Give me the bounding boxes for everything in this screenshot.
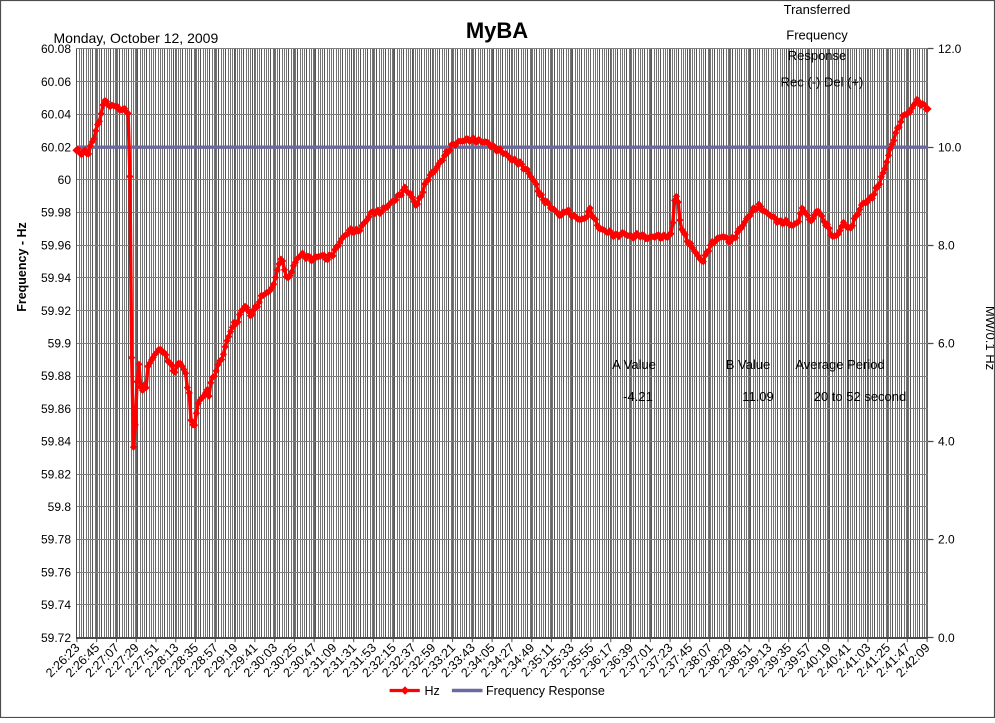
svg-text:10.0: 10.0	[938, 140, 962, 154]
svg-text:59.98: 59.98	[41, 206, 71, 220]
svg-text:59.8: 59.8	[48, 500, 72, 514]
svg-text:59.78: 59.78	[41, 533, 71, 547]
svg-text:59.74: 59.74	[41, 598, 71, 612]
svg-text:59.82: 59.82	[41, 467, 71, 481]
svg-text:Hz: Hz	[425, 684, 440, 698]
svg-text:60.02: 60.02	[41, 140, 71, 154]
svg-text:11.09: 11.09	[742, 389, 774, 404]
svg-text:59.96: 59.96	[41, 238, 71, 252]
svg-text:Monday, October 12, 2009: Monday, October 12, 2009	[54, 30, 219, 46]
svg-text:12.0: 12.0	[938, 42, 962, 56]
svg-text:MW/0.1 Hz: MW/0.1 Hz	[983, 306, 995, 370]
svg-text:A Value: A Value	[612, 357, 656, 372]
svg-text:-4.21: -4.21	[623, 389, 653, 404]
svg-text:Frequency: Frequency	[786, 28, 848, 43]
svg-text:Average Period: Average Period	[795, 357, 884, 372]
svg-text:Response: Response	[788, 48, 847, 63]
svg-text:Rec (-) Del (+): Rec (-) Del (+)	[781, 74, 864, 89]
svg-text:4.0: 4.0	[938, 435, 955, 449]
svg-text:2.0: 2.0	[938, 533, 955, 547]
svg-text:6.0: 6.0	[938, 337, 955, 351]
svg-text:20 to 52 second: 20 to 52 second	[814, 389, 907, 404]
svg-text:59.92: 59.92	[41, 304, 71, 318]
svg-text:8.0: 8.0	[938, 238, 955, 252]
svg-text:Frequency - Hz: Frequency - Hz	[15, 222, 29, 312]
svg-text:Transferred: Transferred	[784, 2, 851, 17]
svg-text:60.06: 60.06	[41, 75, 71, 89]
svg-text:59.9: 59.9	[48, 337, 72, 351]
svg-text:59.86: 59.86	[41, 402, 71, 416]
svg-text:59.84: 59.84	[41, 435, 71, 449]
svg-text:59.94: 59.94	[41, 271, 71, 285]
svg-text:59.76: 59.76	[41, 565, 71, 579]
svg-text:0.0: 0.0	[938, 631, 955, 645]
svg-text:MyBA: MyBA	[466, 18, 528, 43]
svg-text:60.08: 60.08	[41, 42, 71, 56]
svg-text:59.88: 59.88	[41, 369, 71, 383]
svg-text:60.04: 60.04	[41, 108, 71, 122]
svg-text:59.72: 59.72	[41, 631, 71, 645]
svg-text:B Value: B Value	[726, 357, 771, 372]
svg-text:60: 60	[58, 173, 72, 187]
svg-text:Frequency Response: Frequency Response	[486, 684, 605, 698]
